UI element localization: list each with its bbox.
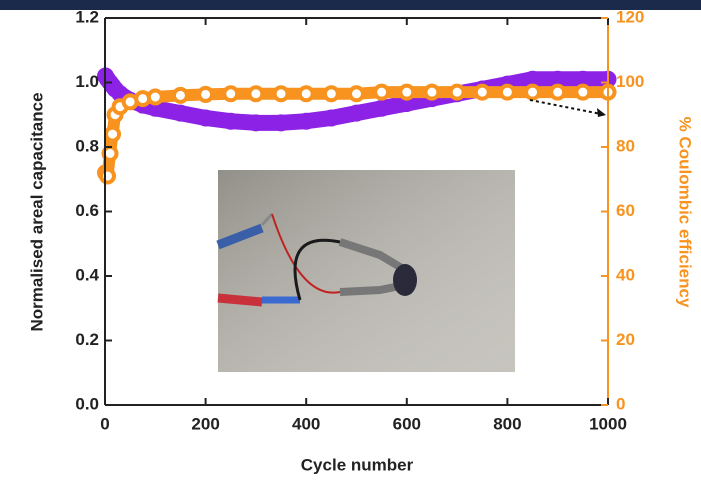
data-point [498,83,516,101]
y-tick-label: 0.6 [75,201,99,220]
data-point [272,85,290,103]
y-tick-label: 1.2 [75,7,99,26]
inset-photo [216,170,515,372]
x-tick-label: 400 [292,414,320,433]
data-point [197,109,215,127]
data-point [297,112,315,130]
data-point [348,104,365,122]
data-point [222,112,240,130]
y2-tick-label: 0 [616,394,625,413]
data-point [373,83,391,101]
data-point [297,85,315,103]
data-point [104,125,122,143]
y2-axis-label: % Coulombic efficiency [676,117,695,308]
y-tick-label: 1.0 [75,72,99,91]
data-point [222,85,240,103]
annotation-arrow [529,99,607,116]
data-point [171,104,189,122]
data-point [373,99,391,117]
data-point [348,85,365,103]
y-tick-label: 0.4 [75,265,99,284]
data-point [171,86,189,104]
top-strip [0,0,701,10]
x-tick-label: 0 [100,414,109,433]
x-tick-label: 600 [393,414,421,433]
data-point [322,109,340,127]
y2-tick-label: 20 [616,330,635,349]
plot-area: 0 200 400 600 800 1000 0.0 0.2 0.4 0.6 0.8 1.0 1.2 0 2… [75,7,644,433]
y2-tick-label: 40 [616,265,635,284]
data-point [423,83,441,101]
data-point [247,85,265,103]
y2-tick-label: 100 [616,72,644,91]
y2-tick-label: 120 [616,7,644,26]
data-point [99,167,117,185]
arrow-head [597,108,606,117]
data-point [247,114,265,132]
data-point [473,83,491,101]
x-tick-label: 800 [493,414,521,433]
y2-tick-label: 80 [616,136,635,155]
y2-tick-label: 60 [616,201,635,220]
data-point [524,83,542,101]
x-tick-label: 200 [191,414,219,433]
y-tick-label: 0.2 [75,330,99,349]
y-tick-label: 0.8 [75,136,99,155]
data-point [574,83,592,101]
data-point [549,83,567,101]
y-axis-label: Normalised areal capacitance [27,92,46,331]
x-tick-label: 1000 [589,414,627,433]
y-tick-label: 0.0 [75,394,99,413]
x-axis-label: Cycle number [301,455,414,474]
data-point [272,114,290,132]
data-point [448,83,466,101]
data-point [398,83,416,101]
data-point [322,85,340,103]
data-point [197,85,215,103]
data-point [146,88,164,106]
